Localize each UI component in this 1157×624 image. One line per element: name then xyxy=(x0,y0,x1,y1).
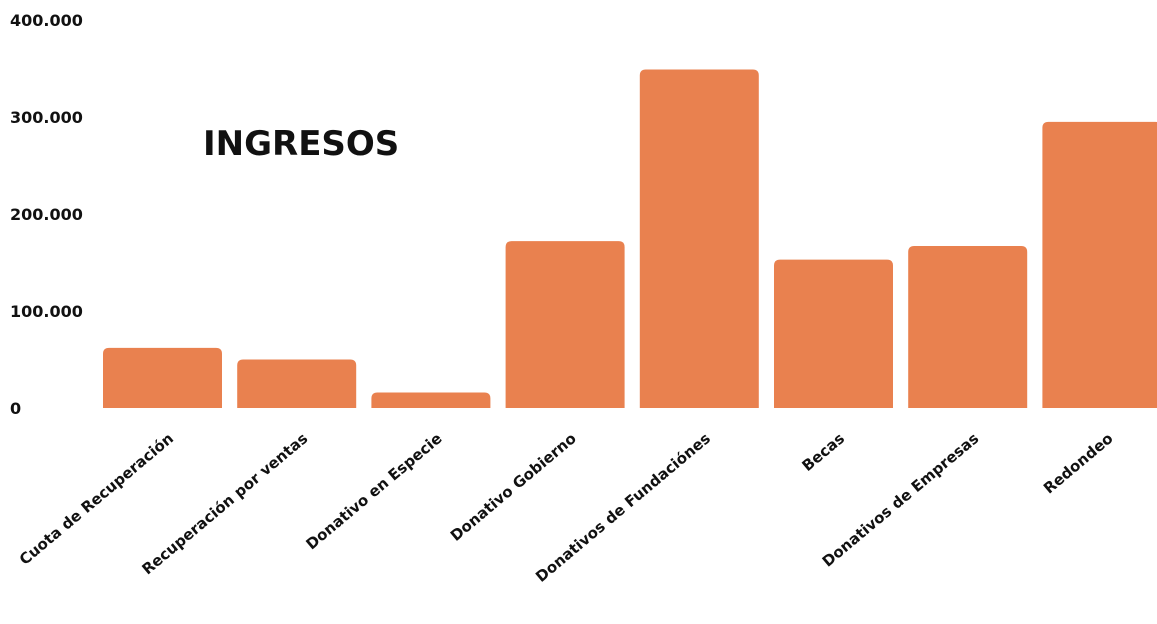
bar xyxy=(103,347,222,408)
bar xyxy=(774,259,893,408)
x-tick-label: Cuota de Recuperación xyxy=(16,429,177,568)
bar xyxy=(371,392,491,408)
y-tick-label: 200.000 xyxy=(10,205,83,224)
bar xyxy=(639,69,759,408)
x-tick-label: Donativo Gobierno xyxy=(447,429,580,544)
bar xyxy=(237,359,357,408)
x-tick-label: Redondeo xyxy=(1040,429,1116,497)
bars xyxy=(103,69,1157,408)
x-tick-label: Donativos de Empresas xyxy=(819,429,983,570)
y-tick-label: 400.000 xyxy=(10,11,83,30)
chart-title: INGRESOS xyxy=(203,124,399,164)
y-tick-label: 100.000 xyxy=(10,302,83,321)
bar xyxy=(505,241,625,408)
x-tick-label: Donativo en Especie xyxy=(302,429,445,553)
y-axis-ticks: 0 100.000 200.000 300.000 400.000 xyxy=(10,11,83,418)
bar xyxy=(908,246,1028,408)
bar xyxy=(1042,121,1157,408)
y-tick-label: 0 xyxy=(10,399,21,418)
y-tick-label: 300.000 xyxy=(10,108,83,127)
x-tick-label: Becas xyxy=(799,429,849,475)
